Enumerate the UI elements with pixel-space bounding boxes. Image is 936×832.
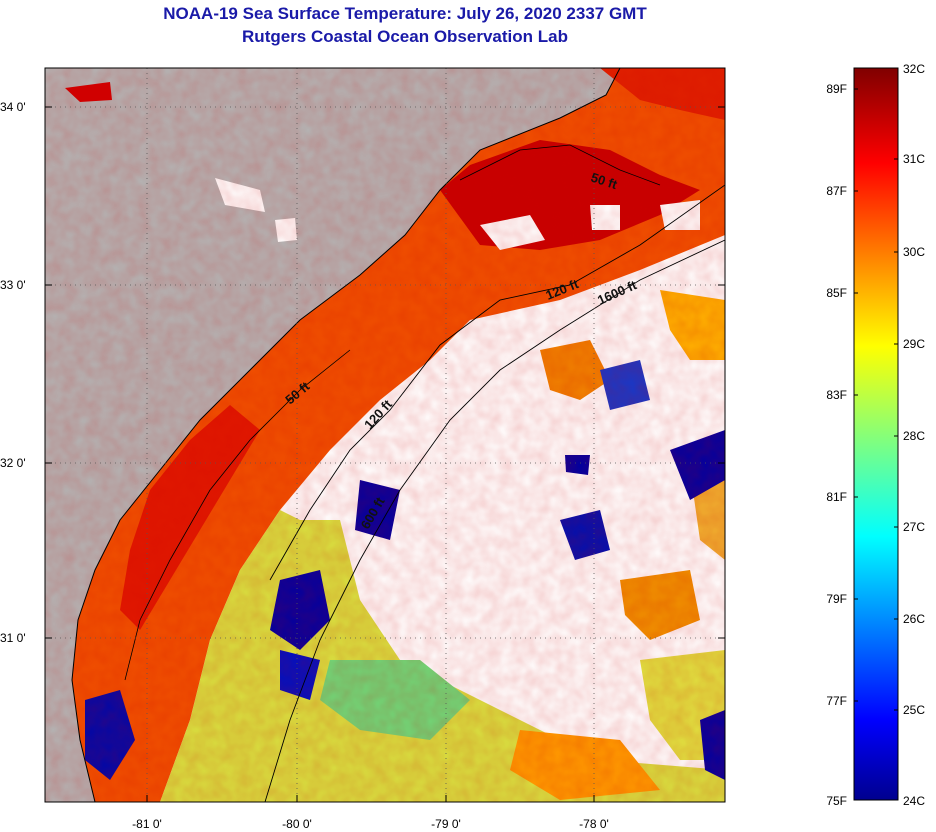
lat-label: 31 0' <box>0 631 26 645</box>
colorbar: 89F 87F 85F 83F 81F 79F 77F 75F 32C 31C … <box>826 62 925 808</box>
lat-label: 32 0' <box>0 456 26 470</box>
colorbar-f-label: 89F <box>826 82 847 96</box>
lat-label: 34 0' <box>0 100 26 114</box>
lon-label: -79 0' <box>431 817 461 831</box>
contour-600ft <box>264 239 725 802</box>
lon-label: -78 0' <box>579 817 609 831</box>
map-area: 50 ft 120 ft 1600 ft 50 ft 120 ft 600 ft <box>45 68 725 802</box>
coastline <box>71 68 621 802</box>
contour-120ft <box>269 184 725 581</box>
contour-50ft-south <box>124 349 351 681</box>
colorbar-f-label: 83F <box>826 388 847 402</box>
lon-label: -80 0' <box>282 817 312 831</box>
colorbar-c-label: 27C <box>903 520 925 534</box>
colorbar-c-label: 25C <box>903 703 925 717</box>
colorbar-c-label: 28C <box>903 429 925 443</box>
grid-lines <box>45 68 725 802</box>
map-title: NOAA-19 Sea Surface Temperature: July 26… <box>163 4 647 23</box>
lat-label: 33 0' <box>0 278 26 292</box>
contour-50ft-north <box>459 144 661 186</box>
colorbar-f-label: 77F <box>826 694 847 708</box>
colorbar-c-label: 31C <box>903 152 925 166</box>
lon-label: -81 0' <box>132 817 162 831</box>
map-subtitle: Rutgers Coastal Ocean Observation Lab <box>242 27 568 46</box>
colorbar-c-label: 30C <box>903 245 925 259</box>
colorbar-c-label: 32C <box>903 62 925 76</box>
colorbar-c-label: 29C <box>903 337 925 351</box>
colorbar-f-label: 87F <box>826 184 847 198</box>
colorbar-f-label: 75F <box>826 794 847 808</box>
colorbar-c-label: 26C <box>903 612 925 626</box>
map-frame <box>44 67 726 803</box>
colorbar-f-label: 85F <box>826 286 847 300</box>
colorbar-gradient <box>853 67 899 801</box>
colorbar-c-label: 24C <box>903 794 925 808</box>
axis-ticks <box>45 106 725 802</box>
colorbar-f-label: 79F <box>826 592 847 606</box>
colorbar-f-label: 81F <box>826 490 847 504</box>
